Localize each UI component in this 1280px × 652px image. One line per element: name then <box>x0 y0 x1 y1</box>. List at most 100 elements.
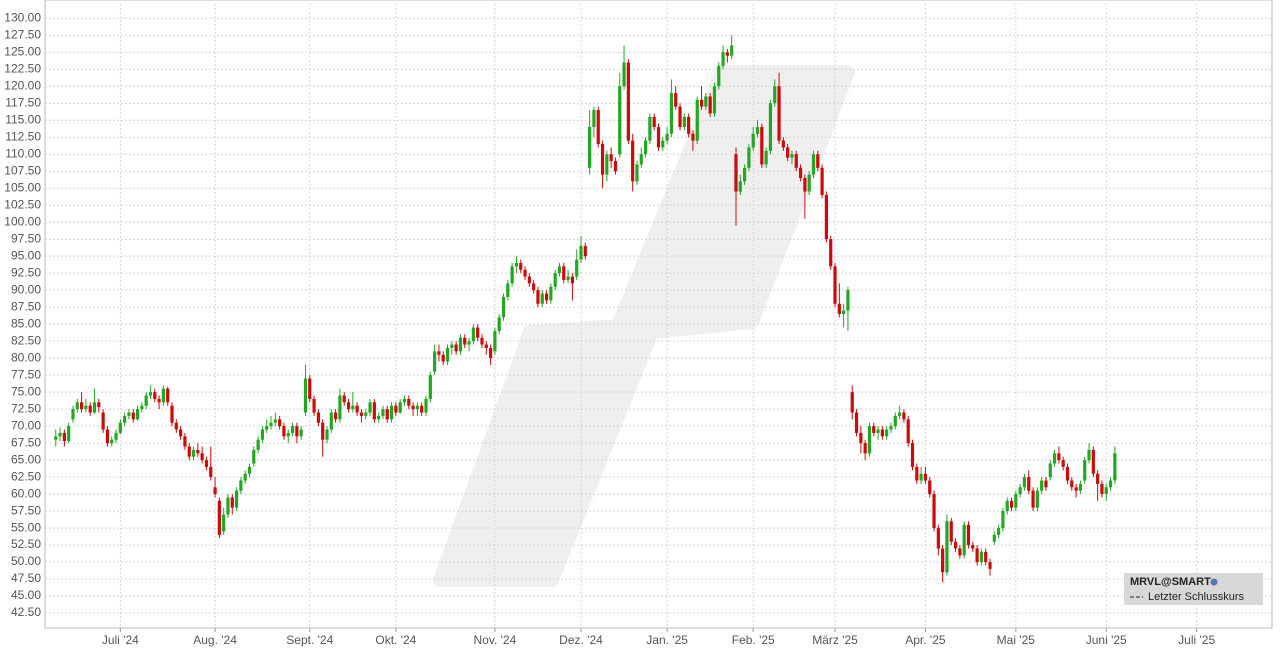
y-tick-label: 80.00 <box>11 350 41 364</box>
candle-body <box>549 286 553 301</box>
candle-body <box>135 409 140 420</box>
candle-body <box>1014 494 1018 508</box>
candle-body <box>493 330 497 352</box>
candle-body <box>252 449 256 464</box>
candle-body <box>1048 463 1052 478</box>
candle-body <box>329 412 333 430</box>
candle-body <box>609 154 613 162</box>
candle-body <box>1065 466 1070 481</box>
candle-body <box>510 266 514 284</box>
candle-body <box>480 337 484 345</box>
candle-body <box>123 415 127 423</box>
candle-body <box>674 93 678 107</box>
candle-body <box>678 106 682 128</box>
candle-body <box>1005 500 1009 512</box>
candle-body <box>174 422 178 430</box>
candle-body <box>488 347 493 359</box>
candle-body <box>566 276 570 280</box>
y-tick-label: 115.00 <box>5 112 41 126</box>
candle-body <box>768 103 773 151</box>
grid <box>45 4 1272 628</box>
candle-body <box>402 398 407 403</box>
candle-body <box>760 127 764 165</box>
candle-body <box>652 116 656 128</box>
candle-body <box>92 402 97 413</box>
candle-body <box>992 534 996 542</box>
candle-body <box>1083 460 1087 481</box>
y-tick-label: 62.50 <box>11 469 41 483</box>
candle-body <box>114 432 118 440</box>
candle-body <box>144 395 148 406</box>
candle-body <box>1035 490 1039 508</box>
candle-body <box>1078 483 1083 491</box>
candle-body <box>75 402 79 410</box>
candle-body <box>359 412 364 416</box>
candle-body <box>656 127 661 148</box>
y-tick-label: 130.00 <box>4 10 41 24</box>
candle-body <box>334 412 338 420</box>
y-tick-label: 42.50 <box>11 605 41 619</box>
candle-body <box>342 395 346 403</box>
candle-body <box>1100 483 1104 495</box>
candle-body <box>450 344 454 348</box>
candle-body <box>906 419 910 444</box>
candle-body <box>669 93 674 134</box>
candle-body <box>936 528 940 549</box>
candle-body <box>183 436 187 447</box>
candle-body <box>1061 460 1065 467</box>
candle-body <box>420 405 424 413</box>
candle-body <box>1031 490 1035 508</box>
y-tick-label: 77.50 <box>11 367 41 381</box>
candle-body <box>846 290 850 311</box>
candle-body <box>243 473 247 481</box>
candle-body <box>351 405 355 410</box>
candle-body <box>1001 511 1005 529</box>
candle-body <box>454 344 458 352</box>
candle-body <box>842 310 846 314</box>
candle-body <box>743 167 747 182</box>
candle-body <box>153 392 157 399</box>
candle-body <box>1052 453 1057 464</box>
candle-body <box>889 426 893 430</box>
candle-body <box>101 412 105 430</box>
candle-body <box>747 147 751 168</box>
candle-body <box>536 290 540 304</box>
y-tick-label: 122.50 <box>4 61 41 75</box>
candle-body <box>579 245 583 260</box>
candle-body <box>833 266 837 304</box>
candle-body <box>893 415 897 427</box>
candle-body <box>876 429 880 433</box>
y-tick-label: 47.50 <box>11 571 41 585</box>
candle-body <box>725 52 729 56</box>
candle-body <box>303 378 308 413</box>
y-tick-label: 65.00 <box>11 452 41 466</box>
candle-body <box>803 178 807 192</box>
x-tick-label: Sept. '24 <box>286 633 333 647</box>
candle-body <box>781 140 785 148</box>
candle-body <box>97 402 101 408</box>
candle-body <box>717 65 721 87</box>
candle-body <box>501 296 506 318</box>
candle-body <box>269 422 273 427</box>
candle-body <box>532 283 536 291</box>
candle-body <box>734 154 738 192</box>
candle-body <box>639 154 643 165</box>
y-tick-label: 107.50 <box>4 163 41 177</box>
candle-body <box>919 473 923 481</box>
candle-body <box>79 402 84 410</box>
y-tick-label: 60.00 <box>11 486 41 500</box>
candle-body <box>213 487 217 495</box>
x-tick-label: Aug. '24 <box>193 633 237 647</box>
candle-body <box>84 405 88 410</box>
candle-body <box>394 405 398 413</box>
y-tick-label: 82.50 <box>11 333 41 347</box>
candle-body <box>200 453 204 461</box>
candle-body <box>643 140 648 155</box>
candle-body <box>1096 473 1100 484</box>
candle-body <box>338 395 342 420</box>
y-tick-label: 100.00 <box>4 214 41 228</box>
candle-body <box>863 443 867 454</box>
candle-body <box>910 443 915 467</box>
candle-body <box>588 127 592 168</box>
